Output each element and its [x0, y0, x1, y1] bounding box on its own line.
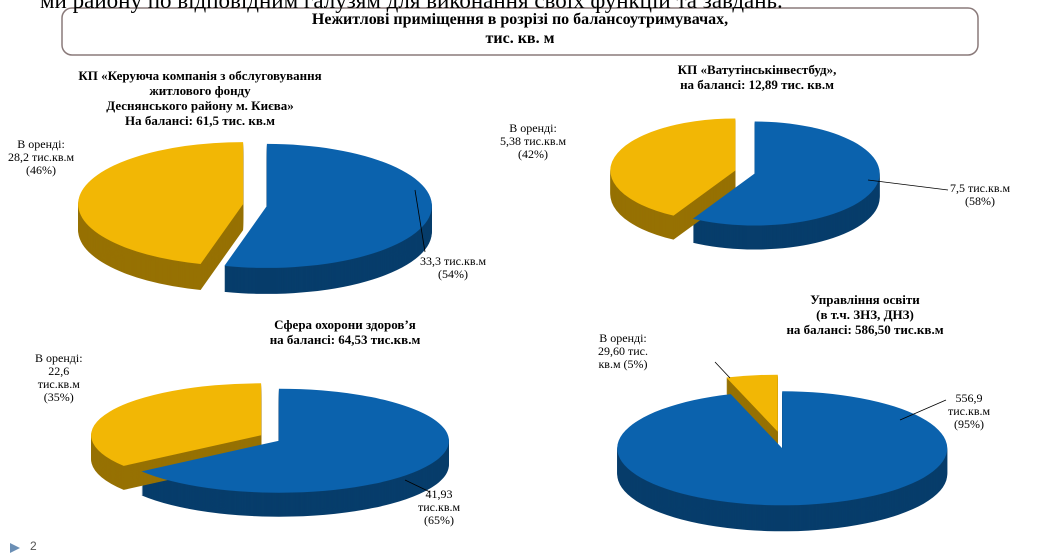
category-label: В оренді:	[35, 351, 83, 365]
pie-slice	[78, 142, 244, 264]
pie-slice	[610, 118, 736, 216]
value-label: 556,9 тис.кв.м (95%)	[948, 391, 991, 431]
value-label: 7,5 тис.кв.м (58%)	[950, 181, 1011, 208]
pie-slice	[91, 383, 262, 466]
slice-label-group: В оренді: 5,38 тис.кв.м (42%)	[500, 122, 566, 161]
leader-line	[414, 189, 426, 253]
header-fragment: ми району по відповідним галузям для вик…	[40, 0, 783, 13]
pie-slice	[141, 388, 449, 493]
leader-line	[867, 179, 949, 191]
value-label: 41,93 тис.кв.м (65%)	[418, 487, 461, 527]
pie-slice	[224, 143, 432, 268]
slice-label-group: 7,5 тис.кв.м (58%)	[950, 182, 1010, 208]
chart-title: КП «Ватутінськінвестбуд», на балансі: 12…	[677, 62, 837, 92]
category-label: В оренді:	[509, 121, 557, 135]
slice-label-group: 41,93 тис.кв.м (65%)	[418, 488, 460, 527]
slice-label-group: 556,9 тис.кв.м (95%)	[948, 392, 990, 431]
leader-line	[714, 361, 731, 379]
slice-label-group: В оренді: 22,6 тис.кв.м (35%)	[35, 352, 83, 404]
chart-title: Управління освіти (в т.ч. ЗНЗ, ДНЗ) на б…	[786, 292, 944, 337]
category-label: В оренді:	[599, 331, 647, 345]
leader-line	[404, 479, 431, 493]
value-label: 22,6 тис.кв.м (35%)	[37, 364, 80, 404]
pie-slice	[692, 121, 880, 226]
bullet	[10, 543, 20, 553]
value-label: 33,3 тис.кв.м (54%)	[420, 254, 487, 281]
leader-line	[899, 399, 947, 421]
slice-label-group: В оренді: 28,2 тис.кв.м (46%)	[8, 138, 74, 177]
category-label: В оренді:	[17, 137, 65, 151]
slice-label-group: В оренді: 29,60 тис. кв.м (5%)	[598, 332, 648, 371]
slice-label-group: 33,3 тис.кв.м (54%)	[420, 255, 486, 281]
heading-box	[61, 7, 979, 56]
value-label: 28,2 тис.кв.м (46%)	[8, 150, 75, 177]
heading: Нежитлові приміщення в розрізі по баланс…	[311, 11, 729, 47]
chart-title: Сфера охорони здоров’я на балансі: 64,53…	[269, 317, 421, 347]
pie-slice	[617, 391, 948, 506]
chart-title: КП «Керуюча компанія з обслуговування жи…	[78, 68, 322, 128]
value-label: 5,38 тис.кв.м (42%)	[500, 134, 567, 161]
pie-slice	[726, 374, 778, 432]
page-number: 2	[30, 539, 37, 553]
value-label: 29,60 тис. кв.м (5%)	[598, 344, 648, 371]
